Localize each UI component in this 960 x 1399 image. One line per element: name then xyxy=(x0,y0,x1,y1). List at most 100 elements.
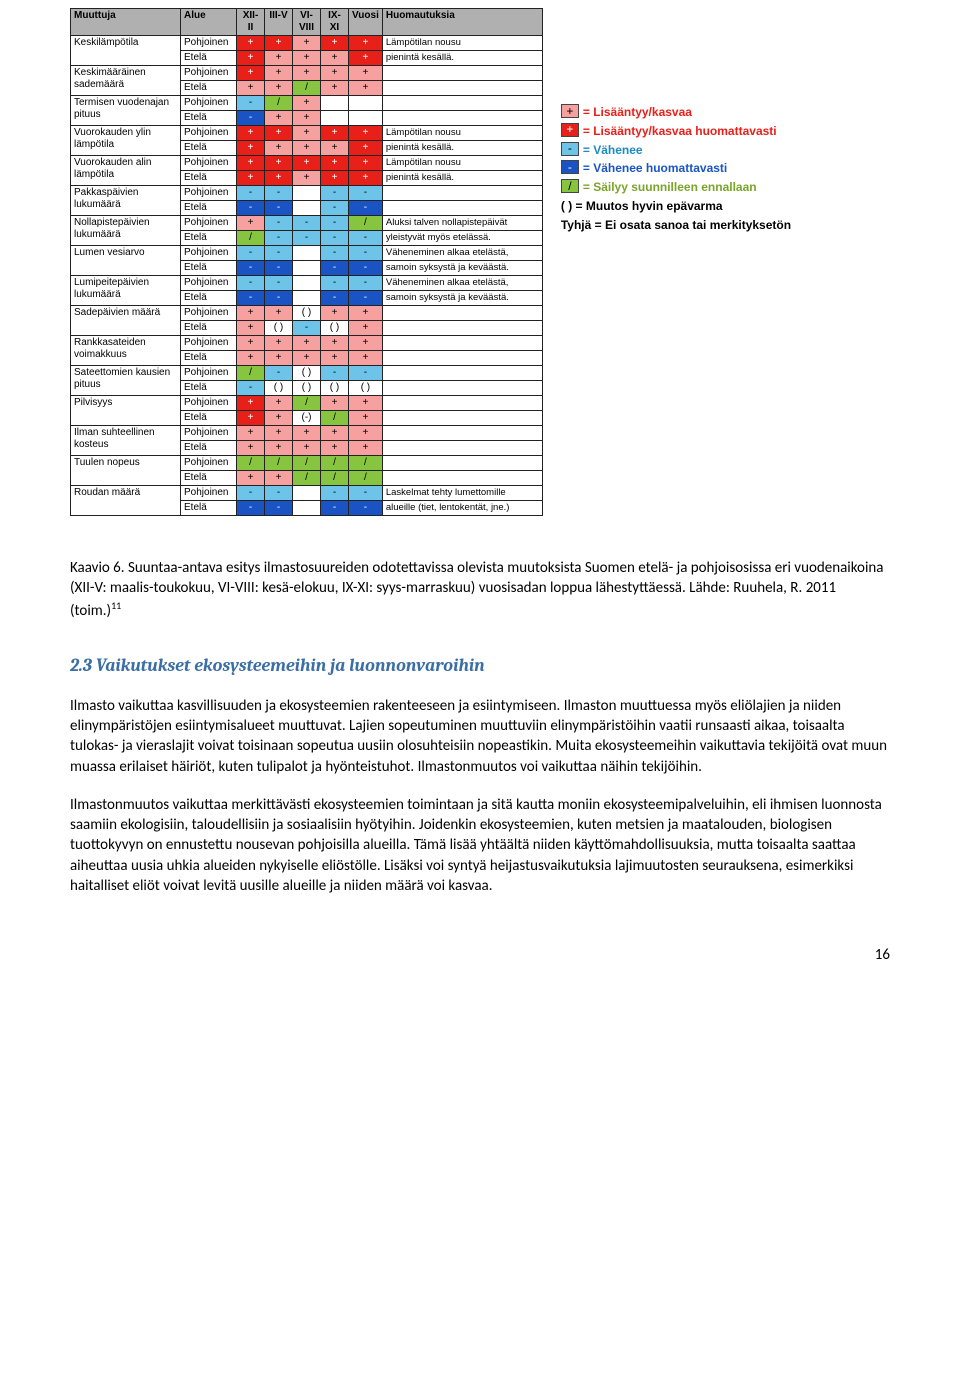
value-cell: - xyxy=(237,261,265,276)
note-cell xyxy=(382,441,542,456)
table-row: Lumipeitepäivien lukumääräPohjoinen----V… xyxy=(71,276,543,291)
value-cell: - xyxy=(321,291,349,306)
value-cell: - xyxy=(237,486,265,501)
legend-swatch: + xyxy=(561,123,579,137)
table-row: Ilman suhteellinen kosteusPohjoinen+++++ xyxy=(71,426,543,441)
note-cell: samoin syksystä ja keväästä. xyxy=(382,261,542,276)
value-cell: + xyxy=(237,81,265,96)
value-cell: + xyxy=(265,126,293,141)
value-cell: - xyxy=(293,321,321,336)
value-cell: + xyxy=(293,36,321,51)
region-cell: Pohjoinen xyxy=(181,336,237,351)
value-cell: - xyxy=(237,501,265,516)
value-cell: + xyxy=(321,306,349,321)
note-cell xyxy=(382,306,542,321)
value-cell: + xyxy=(237,351,265,366)
note-cell xyxy=(382,81,542,96)
value-cell: + xyxy=(293,171,321,186)
value-cell: / xyxy=(237,456,265,471)
region-cell: Etelä xyxy=(181,351,237,366)
value-cell: - xyxy=(321,366,349,381)
value-cell xyxy=(293,261,321,276)
value-cell: + xyxy=(349,426,383,441)
value-cell: - xyxy=(265,276,293,291)
legend-label: = Lisääntyy/kasvaa huomattavasti xyxy=(583,123,777,140)
region-cell: Pohjoinen xyxy=(181,126,237,141)
note-cell xyxy=(382,66,542,81)
value-cell: + xyxy=(265,471,293,486)
variable-name: Pilvisyys xyxy=(71,396,181,426)
value-cell: - xyxy=(349,486,383,501)
table-row: Nollapistepäivien lukumääräPohjoinen+---… xyxy=(71,216,543,231)
value-cell: - xyxy=(265,201,293,216)
value-cell: ( ) xyxy=(321,381,349,396)
value-cell xyxy=(349,96,383,111)
note-cell xyxy=(382,201,542,216)
value-cell: + xyxy=(237,171,265,186)
variable-name: Keskimääräinen sademäärä xyxy=(71,66,181,96)
value-cell: / xyxy=(293,456,321,471)
value-cell: / xyxy=(321,411,349,426)
note-cell xyxy=(382,366,542,381)
variable-name: Keskilämpötila xyxy=(71,36,181,66)
value-cell: - xyxy=(349,501,383,516)
value-cell: + xyxy=(321,441,349,456)
region-cell: Etelä xyxy=(181,141,237,156)
value-cell: / xyxy=(349,456,383,471)
value-cell: + xyxy=(293,51,321,66)
region-cell: Pohjoinen xyxy=(181,246,237,261)
value-cell: + xyxy=(349,81,383,96)
note-cell: pienintä kesällä. xyxy=(382,171,542,186)
value-cell: + xyxy=(349,396,383,411)
value-cell: + xyxy=(265,396,293,411)
value-cell xyxy=(321,96,349,111)
value-cell: / xyxy=(265,96,293,111)
value-cell: / xyxy=(349,471,383,486)
table-row: Termisen vuodenajan pituusPohjoinen-/+ xyxy=(71,96,543,111)
value-cell: + xyxy=(265,66,293,81)
note-cell xyxy=(382,381,542,396)
region-cell: Pohjoinen xyxy=(181,276,237,291)
legend-swatch: / xyxy=(561,179,579,193)
region-cell: Pohjoinen xyxy=(181,396,237,411)
value-cell: + xyxy=(237,471,265,486)
value-cell: - xyxy=(237,111,265,126)
value-cell xyxy=(293,276,321,291)
value-cell: ( ) xyxy=(321,321,349,336)
value-cell xyxy=(293,291,321,306)
value-cell: + xyxy=(293,351,321,366)
value-cell xyxy=(293,486,321,501)
legend-label: = Lisääntyy/kasvaa xyxy=(583,104,692,121)
note-cell xyxy=(382,471,542,486)
value-cell: + xyxy=(293,336,321,351)
region-cell: Pohjoinen xyxy=(181,66,237,81)
region-cell: Pohjoinen xyxy=(181,186,237,201)
note-cell: Väheneminen alkaa etelästä, xyxy=(382,276,542,291)
table-row: Keskimääräinen sademääräPohjoinen+++++ xyxy=(71,66,543,81)
legend-swatch: - xyxy=(561,160,579,174)
value-cell: + xyxy=(237,321,265,336)
legend-swatch: - xyxy=(561,142,579,156)
value-cell xyxy=(321,111,349,126)
value-cell xyxy=(293,501,321,516)
table-header: III-V xyxy=(265,9,293,36)
value-cell: + xyxy=(265,426,293,441)
value-cell: ( ) xyxy=(265,321,293,336)
value-cell: - xyxy=(349,201,383,216)
value-cell: / xyxy=(293,471,321,486)
climate-table: MuuttujaAlueXII-IIIII-VVI-VIIIIX-XIVuosi… xyxy=(70,8,543,516)
variable-name: Rankkasateiden voimakkuus xyxy=(71,336,181,366)
note-cell: Laskelmat tehty lumettomille xyxy=(382,486,542,501)
region-cell: Pohjoinen xyxy=(181,456,237,471)
region-cell: Pohjoinen xyxy=(181,156,237,171)
value-cell: + xyxy=(349,441,383,456)
table-row: Vuorokauden alin lämpötilaPohjoinen+++++… xyxy=(71,156,543,171)
value-cell: - xyxy=(349,366,383,381)
value-cell: + xyxy=(293,141,321,156)
value-cell: + xyxy=(237,66,265,81)
value-cell: + xyxy=(293,111,321,126)
region-cell: Etelä xyxy=(181,441,237,456)
value-cell: + xyxy=(349,156,383,171)
note-cell: Lämpötilan nousu xyxy=(382,156,542,171)
note-cell: pienintä kesällä. xyxy=(382,51,542,66)
